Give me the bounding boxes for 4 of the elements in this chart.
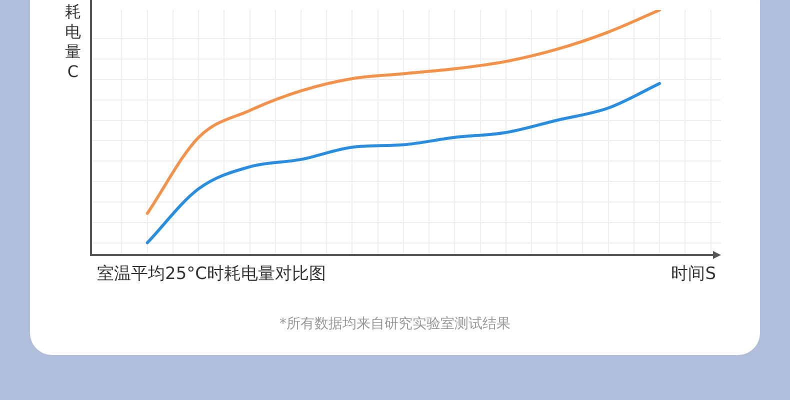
text: 室温平均25°C时耗电量对比图 [97, 263, 326, 285]
text: *所有数据均来自研究实验室测试结果 [278, 315, 512, 333]
x-axis-title: 时间S [670, 263, 716, 285]
y-axis-title: 耗电量C [64, 2, 82, 82]
